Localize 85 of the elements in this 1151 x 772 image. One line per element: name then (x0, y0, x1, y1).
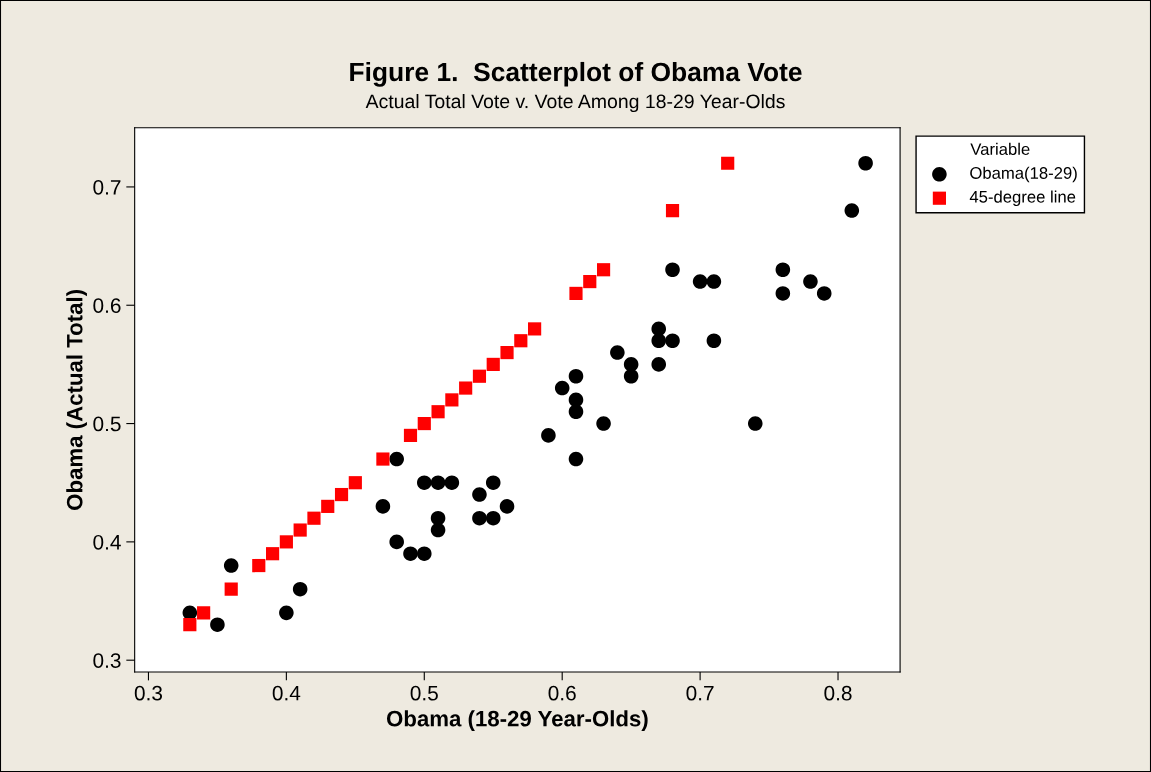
point (417, 475, 432, 490)
x-tick-label: 0.4 (272, 685, 301, 701)
chart-title: Figure 1. Scatterplot of Obama Vote (350, 61, 802, 87)
point (665, 262, 680, 278)
point (210, 617, 225, 632)
y-tick-label: 0.7 (93, 179, 121, 195)
point (223, 558, 239, 573)
point (375, 499, 391, 514)
point (514, 334, 528, 348)
point (844, 203, 860, 218)
point (569, 286, 583, 300)
point (568, 368, 584, 384)
point (403, 428, 418, 442)
point (307, 511, 321, 525)
point (651, 333, 667, 349)
point (252, 558, 266, 573)
point (197, 606, 211, 620)
x-tick-label: 0.5 (410, 685, 438, 701)
x-axis-title: Obama (18-29 Year-Olds) (386, 710, 648, 731)
point (541, 428, 556, 443)
point (803, 274, 818, 289)
point (721, 156, 735, 170)
point (775, 262, 791, 278)
point (183, 618, 197, 632)
point (472, 487, 487, 502)
point (279, 605, 294, 621)
point (500, 345, 514, 360)
point (651, 357, 667, 372)
legend-label: 45-degree line (969, 190, 1076, 207)
point (389, 534, 404, 550)
point (321, 499, 335, 513)
point (692, 274, 708, 289)
point (486, 357, 500, 371)
point (665, 204, 680, 218)
point (430, 522, 446, 538)
y-tick-label: 0.6 (93, 298, 121, 313)
point (596, 416, 611, 431)
x-tick-label: 0.6 (548, 685, 576, 701)
point (292, 581, 308, 597)
point (445, 393, 459, 407)
chart-subtitle: Actual Total Vote v. Vote Among 18-29 Year-Olds (365, 93, 785, 113)
point (389, 451, 404, 467)
point (459, 381, 473, 395)
point (554, 380, 570, 396)
point (417, 416, 431, 431)
point (499, 499, 515, 514)
point (265, 547, 280, 561)
legend-label: Obama(18-29) (970, 166, 1077, 183)
point (568, 451, 584, 467)
point (485, 475, 501, 490)
point (485, 510, 501, 526)
point (610, 345, 625, 360)
x-tick-label: 0.8 (824, 685, 852, 701)
point (596, 263, 611, 277)
point (568, 404, 584, 420)
point (403, 546, 418, 561)
point (376, 452, 390, 466)
point (706, 274, 722, 289)
point (472, 510, 487, 526)
point (706, 333, 722, 349)
point (472, 369, 487, 383)
point (430, 475, 446, 490)
y-tick-label: 0.4 (93, 534, 121, 550)
point (444, 475, 460, 490)
x-tick-label: 0.7 (686, 685, 714, 701)
point (665, 333, 680, 349)
y-axis-title: Obama (Actual Total) (66, 290, 87, 510)
point (279, 535, 293, 549)
point (431, 405, 445, 419)
y-tick-label: 0.3 (93, 653, 121, 668)
point (224, 582, 238, 596)
legend-title: Variable (970, 142, 1030, 156)
point (623, 368, 639, 384)
point (348, 476, 362, 490)
point (858, 155, 873, 171)
point (775, 286, 791, 301)
y-tick-label: 0.5 (93, 416, 121, 432)
point (583, 274, 597, 289)
x-tick-label: 0.3 (134, 685, 163, 701)
point (334, 487, 349, 502)
point (417, 546, 432, 561)
point (293, 523, 307, 537)
point (816, 286, 832, 301)
point (747, 416, 763, 431)
point (528, 322, 542, 336)
